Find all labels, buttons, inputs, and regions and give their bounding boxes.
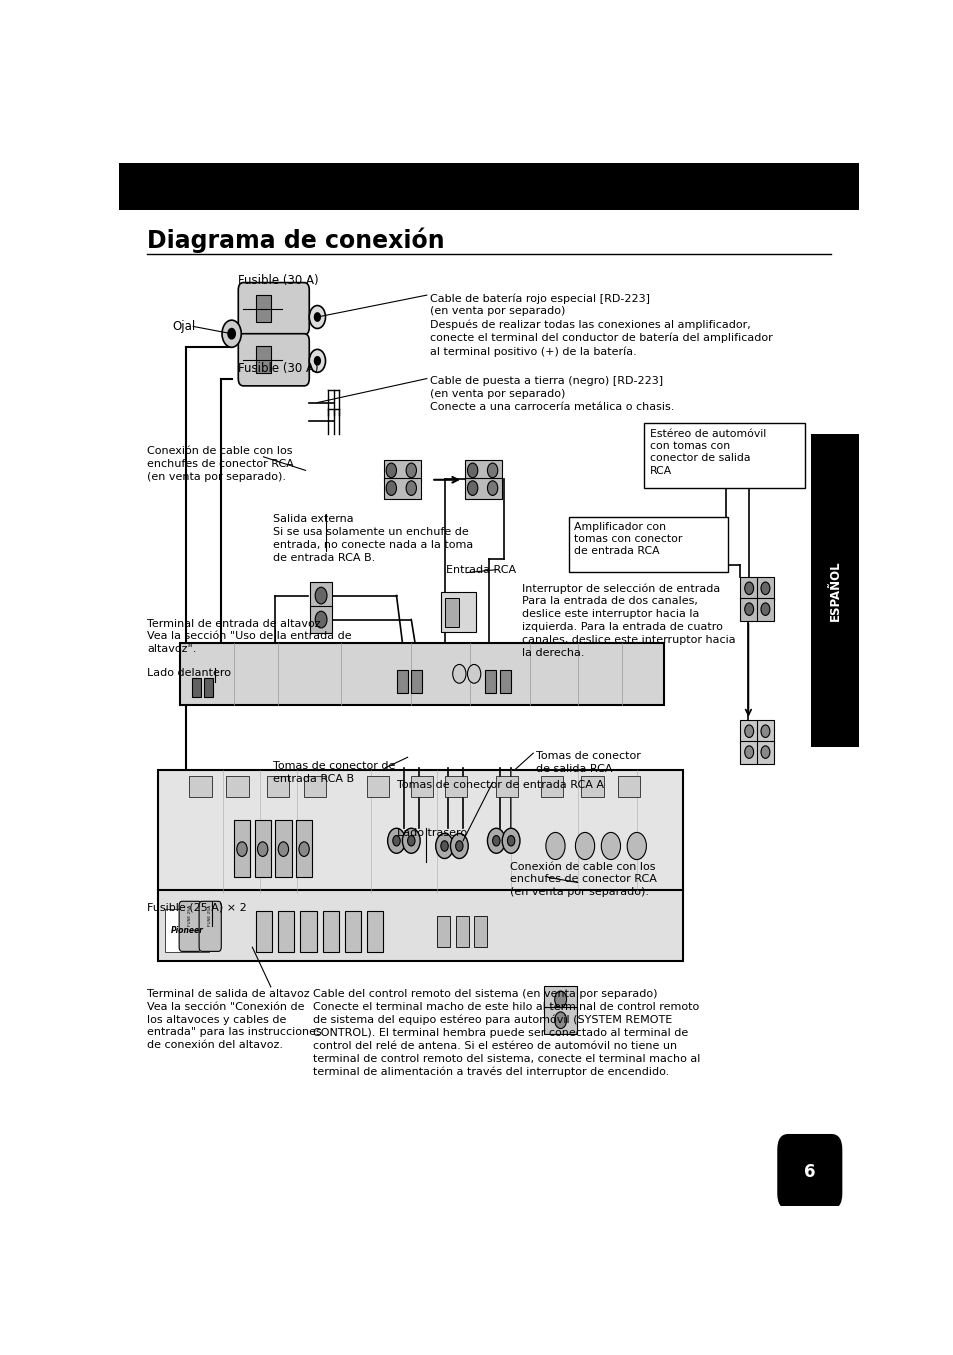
- Text: FUSE 25A: FUSE 25A: [188, 905, 192, 927]
- Bar: [192, 678, 200, 696]
- Bar: [233, 820, 250, 877]
- Bar: [643, 423, 804, 488]
- Text: FUSE 25A: FUSE 25A: [208, 905, 212, 927]
- Text: Tomas de conector de entrada RCA A: Tomas de conector de entrada RCA A: [396, 780, 603, 790]
- Text: Fusible (25 A) × 2: Fusible (25 A) × 2: [147, 902, 247, 912]
- Bar: [580, 776, 603, 797]
- Bar: [180, 642, 663, 705]
- Bar: [445, 598, 458, 627]
- Bar: [226, 776, 249, 797]
- Bar: [411, 669, 422, 692]
- Text: Entrada RCA: Entrada RCA: [446, 565, 516, 576]
- Bar: [756, 577, 774, 600]
- Bar: [344, 911, 360, 953]
- Bar: [204, 678, 213, 696]
- Bar: [465, 459, 501, 481]
- Text: Diagrama de conexión: Diagrama de conexión: [147, 228, 444, 253]
- Bar: [618, 776, 639, 797]
- Bar: [740, 720, 758, 743]
- Bar: [255, 347, 271, 374]
- Text: Lado trasero: Lado trasero: [396, 828, 466, 839]
- Bar: [474, 916, 487, 947]
- Circle shape: [507, 836, 515, 846]
- Circle shape: [407, 836, 415, 846]
- Circle shape: [406, 463, 416, 478]
- Bar: [367, 911, 383, 953]
- Text: 6: 6: [803, 1163, 815, 1180]
- Text: Cable de puesta a tierra (negro) [RD-223]
(en venta por separado)
Conecte a una : Cable de puesta a tierra (negro) [RD-223…: [429, 377, 674, 412]
- Text: Salida externa
Si se usa solamente un enchufe de
entrada, no conecte nada a la t: Salida externa Si se usa solamente un en…: [273, 514, 473, 562]
- Circle shape: [554, 991, 566, 1008]
- Text: Cable del control remoto del sistema (en venta por separado)
Conecte el terminal: Cable del control remoto del sistema (en…: [313, 989, 700, 1077]
- Bar: [756, 741, 774, 764]
- Text: ESPAÑOL: ESPAÑOL: [827, 560, 841, 621]
- FancyBboxPatch shape: [238, 283, 309, 335]
- Circle shape: [298, 841, 309, 856]
- Text: Tomas de conector
de salida RCA: Tomas de conector de salida RCA: [535, 751, 639, 774]
- Bar: [444, 776, 466, 797]
- Circle shape: [314, 587, 327, 604]
- Circle shape: [467, 463, 477, 478]
- Text: Tomas de conector de
entrada RCA B: Tomas de conector de entrada RCA B: [273, 762, 395, 785]
- Circle shape: [744, 603, 753, 615]
- Circle shape: [222, 320, 241, 347]
- Text: Conexión de cable con los
enchufes de conector RCA
(en venta por separado).: Conexión de cable con los enchufes de co…: [147, 446, 294, 482]
- FancyBboxPatch shape: [238, 333, 309, 386]
- Circle shape: [386, 481, 396, 496]
- Circle shape: [487, 463, 497, 478]
- Bar: [810, 434, 858, 747]
- Circle shape: [626, 832, 646, 859]
- Bar: [396, 669, 407, 692]
- Text: Fusible (30 A): Fusible (30 A): [237, 274, 318, 287]
- Bar: [496, 776, 518, 797]
- Bar: [456, 916, 469, 947]
- Bar: [278, 911, 294, 953]
- Bar: [787, 1149, 830, 1194]
- Bar: [540, 776, 562, 797]
- Bar: [304, 776, 326, 797]
- Circle shape: [228, 328, 235, 339]
- Bar: [119, 163, 858, 210]
- Bar: [485, 669, 496, 692]
- Circle shape: [760, 745, 769, 759]
- Circle shape: [487, 481, 497, 496]
- Bar: [383, 478, 420, 499]
- Bar: [436, 916, 450, 947]
- Bar: [275, 820, 292, 877]
- Text: Pioneer: Pioneer: [171, 925, 204, 935]
- Circle shape: [257, 841, 268, 856]
- Text: Terminal de entrada de altavoz
Vea la sección "Uso de la entrada de
altavoz".: Terminal de entrada de altavoz Vea la se…: [147, 618, 352, 654]
- Circle shape: [386, 463, 396, 478]
- Circle shape: [760, 603, 769, 615]
- Circle shape: [744, 725, 753, 737]
- Text: Ojal: Ojal: [172, 320, 195, 333]
- Bar: [740, 598, 758, 621]
- Circle shape: [387, 828, 405, 854]
- Bar: [440, 592, 476, 631]
- Circle shape: [309, 350, 325, 373]
- Bar: [568, 518, 727, 572]
- Bar: [383, 459, 420, 481]
- Bar: [544, 986, 577, 1014]
- Bar: [367, 776, 389, 797]
- Circle shape: [760, 583, 769, 595]
- Circle shape: [545, 832, 564, 859]
- Circle shape: [402, 828, 419, 854]
- Bar: [740, 577, 758, 600]
- Circle shape: [309, 305, 325, 328]
- Bar: [465, 478, 501, 499]
- Circle shape: [487, 828, 505, 854]
- Circle shape: [236, 841, 247, 856]
- Circle shape: [467, 481, 477, 496]
- FancyBboxPatch shape: [777, 1134, 841, 1209]
- Circle shape: [453, 664, 465, 683]
- Bar: [254, 820, 271, 877]
- Text: Terminal de salida de altavoz
Vea la sección "Conexión de
los altavoces y cables: Terminal de salida de altavoz Vea la sec…: [147, 989, 322, 1050]
- Circle shape: [575, 832, 594, 859]
- Bar: [499, 669, 511, 692]
- Circle shape: [467, 664, 480, 683]
- FancyBboxPatch shape: [199, 901, 221, 951]
- Text: Amplificador con
tomas con conector
de entrada RCA: Amplificador con tomas con conector de e…: [574, 522, 681, 557]
- Circle shape: [456, 840, 462, 851]
- Bar: [310, 583, 332, 610]
